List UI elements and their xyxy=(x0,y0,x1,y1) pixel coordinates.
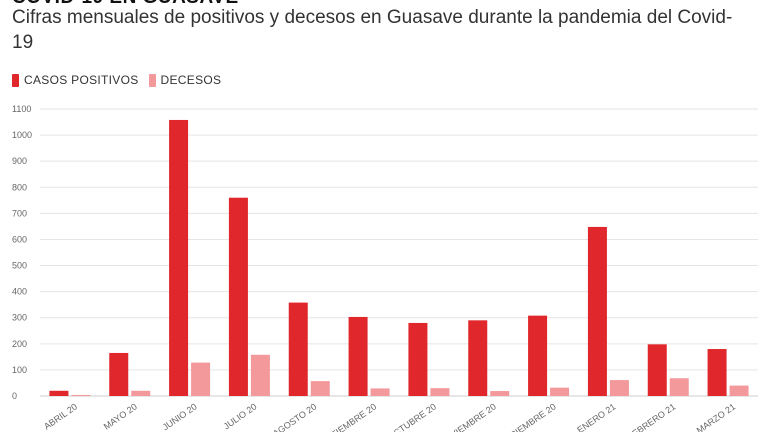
y-tick-label: 700 xyxy=(12,208,27,218)
bar-decesos[interactable] xyxy=(430,388,450,396)
chart-subtitle: Cifras mensuales de positivos y decesos … xyxy=(12,7,733,53)
legend-swatch-decesos xyxy=(148,73,156,87)
y-tick-label: 0 xyxy=(12,391,17,401)
x-tick-label: ENERO 21 xyxy=(575,401,617,432)
bar-casos-positivos[interactable] xyxy=(528,315,548,396)
y-tick-label: 600 xyxy=(12,234,27,244)
bar-casos-positivos[interactable] xyxy=(348,316,368,396)
bar-decesos[interactable] xyxy=(490,391,510,396)
bar-casos-positivos[interactable] xyxy=(468,320,488,396)
bar-casos-positivos[interactable] xyxy=(169,119,189,396)
x-tick-label: JULIO 20 xyxy=(222,401,259,431)
bar-casos-positivos[interactable] xyxy=(228,197,248,396)
x-tick-label: SEPTIEMBRE 20 xyxy=(315,401,379,432)
bar-casos-positivos[interactable] xyxy=(647,344,667,396)
legend-item-decesos[interactable]: DECESOS xyxy=(148,73,222,87)
y-tick-label: 100 xyxy=(12,365,27,375)
bar-casos-positivos[interactable] xyxy=(288,302,308,396)
legend-item-positivos[interactable]: CASOS POSITIVOS xyxy=(12,73,139,87)
y-tick-label: 400 xyxy=(12,287,27,297)
x-tick-label: FEBRERO 21 xyxy=(626,401,678,432)
y-tick-label: 900 xyxy=(12,156,27,166)
bar-casos-positivos[interactable] xyxy=(408,322,428,396)
bar-casos-positivos[interactable] xyxy=(109,352,129,396)
y-tick-label: 1100 xyxy=(12,104,31,114)
bar-decesos[interactable] xyxy=(609,380,629,396)
bar-casos-positivos[interactable] xyxy=(49,390,69,396)
bar-decesos[interactable] xyxy=(250,354,270,396)
y-tick-label: 800 xyxy=(12,182,27,192)
x-tick-label: DICIEMBRE 20 xyxy=(501,401,558,432)
bar-decesos[interactable] xyxy=(729,385,749,396)
x-tick-label: ABRIL 20 xyxy=(42,401,79,431)
legend-swatch-positivos xyxy=(12,73,19,87)
x-tick-label: AGOSTO 20 xyxy=(271,401,318,432)
bar-decesos[interactable] xyxy=(669,378,689,396)
x-tick-label: OCTUBRE 20 xyxy=(386,401,438,432)
bar-decesos[interactable] xyxy=(370,388,390,396)
bar-decesos[interactable] xyxy=(191,362,211,396)
x-tick-label: NOVIEMBRE 20 xyxy=(438,401,498,432)
legend-label-decesos: DECESOS xyxy=(160,73,222,87)
x-tick-label: MAYO 20 xyxy=(102,401,139,431)
chart-title: COVID-19 EN GUASAVE xyxy=(12,0,239,9)
y-tick-label: 500 xyxy=(12,261,27,271)
legend-label-positivos: CASOS POSITIVOS xyxy=(24,73,139,87)
x-tick-label: MARZO 21 xyxy=(695,401,738,432)
y-tick-label: 300 xyxy=(12,313,27,323)
bar-decesos[interactable] xyxy=(550,387,570,396)
chart-legend: CASOS POSITIVOS DECESOS xyxy=(12,73,221,87)
bar-decesos[interactable] xyxy=(71,394,91,396)
bar-casos-positivos[interactable] xyxy=(587,226,607,396)
bar-decesos[interactable] xyxy=(131,390,151,396)
y-tick-label: 200 xyxy=(12,339,27,349)
bar-decesos[interactable] xyxy=(310,381,330,396)
bar-casos-positivos[interactable] xyxy=(707,349,727,396)
x-tick-label: JUNIO 20 xyxy=(161,401,199,432)
y-tick-label: 1000 xyxy=(12,130,32,140)
